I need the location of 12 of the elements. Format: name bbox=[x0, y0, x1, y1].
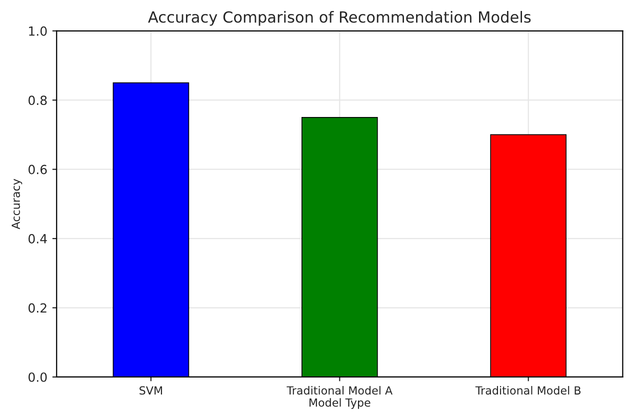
y-tick-label: 0.4 bbox=[28, 234, 47, 244]
y-tick-label: 0.2 bbox=[28, 303, 46, 313]
y-tick-label: 0.8 bbox=[28, 96, 47, 106]
x-tick-label: Traditional Model A bbox=[286, 386, 393, 395]
x-tick-label: SVM bbox=[140, 386, 162, 395]
y-tick-label: 1.0 bbox=[29, 26, 47, 36]
y-axis-title: Accuracy bbox=[12, 178, 22, 230]
y-tick-label: 0.6 bbox=[28, 164, 47, 174]
chart-title: Accuracy Comparison of Recommendation Models bbox=[148, 10, 531, 26]
x-axis-title: Model Type bbox=[310, 398, 370, 409]
x-tick-label: Traditional Model B bbox=[475, 386, 581, 395]
y-tick-label: 0.0 bbox=[28, 372, 47, 382]
